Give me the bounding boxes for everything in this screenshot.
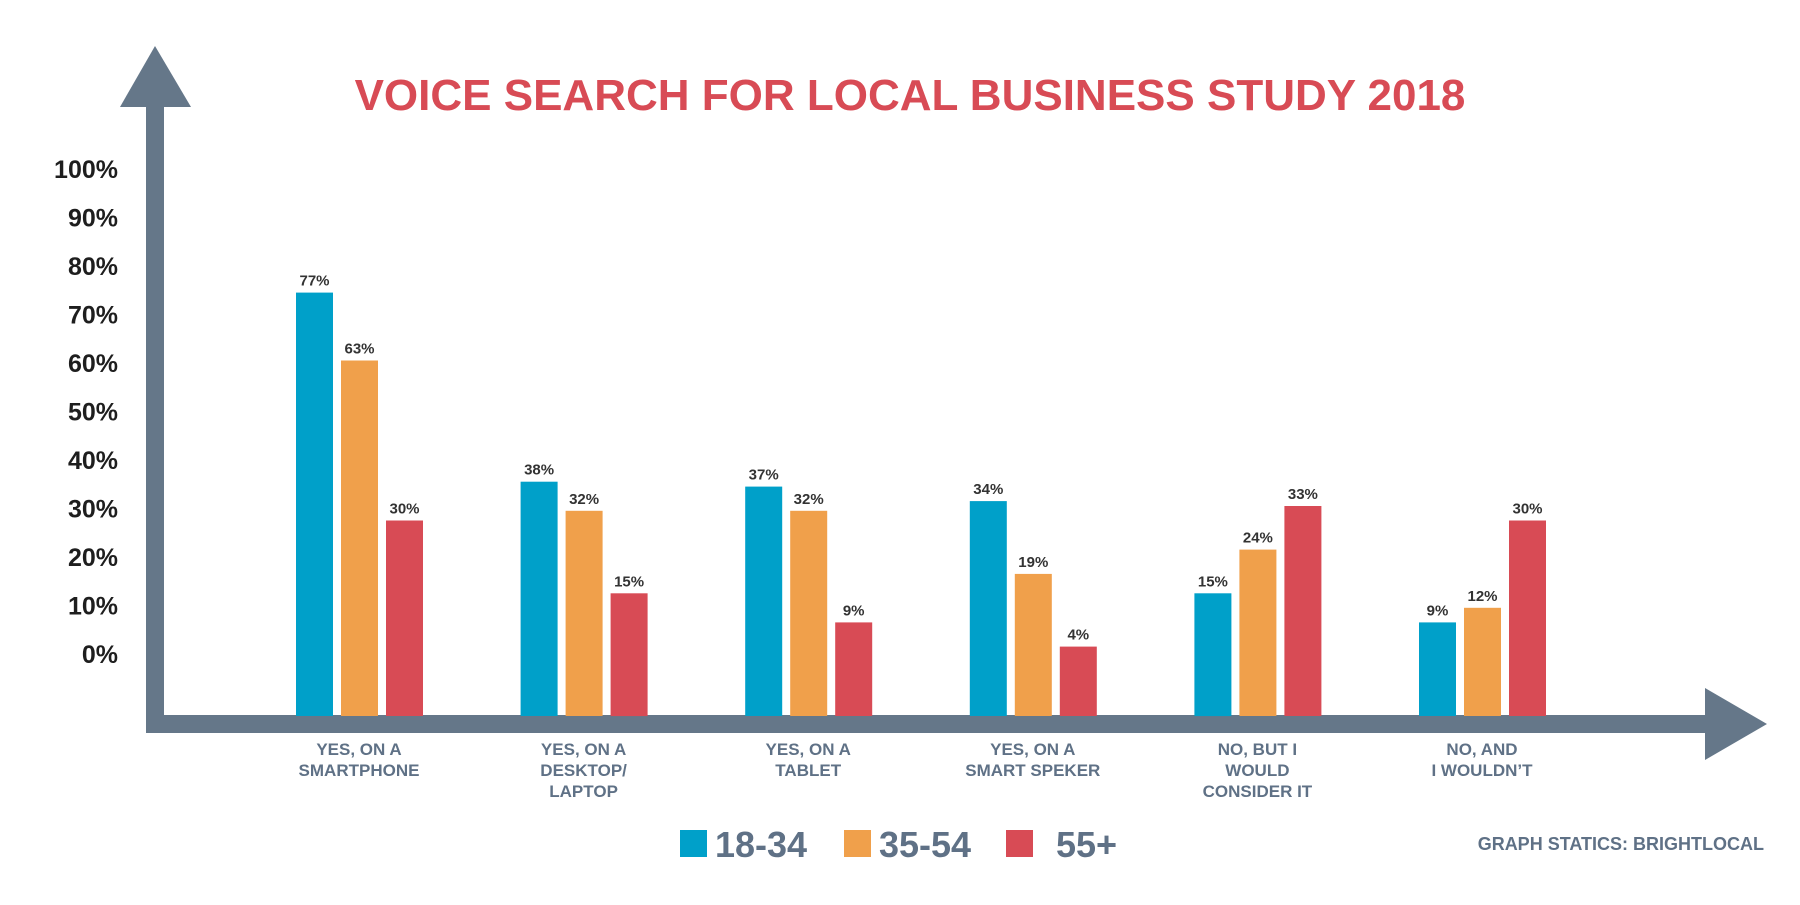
bar-value-label: 24%: [1243, 530, 1273, 547]
bar-value-label: 30%: [389, 501, 419, 518]
bar-value-label: 9%: [1427, 602, 1449, 619]
y-tick-label: 50%: [68, 399, 118, 427]
value-labels: 77% 38% 37% 34% 15% 9% 63% 32% 32% 19% 24% 12% 30% 15…: [299, 273, 1542, 644]
source-note: GRAPH STATICS: BRIGHTLOCAL: [1478, 834, 1764, 854]
bar-value-label: 12%: [1467, 588, 1497, 605]
bar-value-label: 30%: [1512, 501, 1542, 518]
x-axis-categories: YES, ON A SMARTPHONE YES, ON A DESKTOP/LAPT…: [299, 740, 1534, 801]
bar-35-54: [1239, 549, 1277, 716]
legend-item-35-54: 35-54: [844, 824, 971, 865]
legend-label: 18-34: [715, 824, 807, 865]
y-tick-label: 70%: [68, 302, 118, 330]
y-tick-label: 40%: [68, 447, 118, 475]
legend-label: 55+: [1056, 824, 1117, 865]
chart-title: VOICE SEARCH FOR LOCAL BUSINESS STUDY 20…: [355, 71, 1466, 120]
bar-value-label: 34%: [973, 481, 1003, 498]
bar-55+: [1059, 646, 1097, 716]
bar-55+: [1284, 506, 1322, 716]
y-tick-label: 10%: [68, 593, 118, 621]
bar-value-label: 9%: [843, 602, 865, 619]
bar-18-34: [520, 481, 558, 716]
category-label: NO, AND I WOULDN’T: [1431, 740, 1533, 780]
legend-swatch: [844, 830, 871, 857]
y-tick-label: 0%: [82, 641, 118, 669]
bar-55+: [835, 622, 873, 716]
y-tick-label: 60%: [68, 350, 118, 378]
bar-value-label: 37%: [749, 467, 779, 484]
legend-swatch: [680, 830, 707, 857]
bar-18-34: [1419, 622, 1456, 716]
bar-55+: [1509, 520, 1546, 716]
bar-18-34: [969, 501, 1007, 716]
bar-35-54: [565, 510, 603, 716]
category-label: NO, BUT I WOULD CONSIDER IT: [1203, 740, 1313, 801]
bar-value-label: 63%: [344, 341, 374, 358]
y-axis-arrow: [120, 46, 191, 107]
legend-item-18-34: 18-34: [680, 824, 807, 865]
y-axis-ticks: 100% 90% 80% 70% 60% 50% 40% 30% 20% 10% 0%: [54, 156, 118, 669]
bar-35-54: [341, 360, 378, 716]
bar-value-label: 32%: [794, 491, 824, 508]
category-label: YES, ON A DESKTOP/LAPTOP: [540, 740, 627, 801]
category-label: YES, ON A TABLET: [766, 740, 851, 780]
bar-18-34: [745, 486, 783, 716]
y-tick-label: 100%: [54, 156, 118, 184]
bar-55+: [610, 593, 648, 717]
category-label: YES, ON A SMART SPEKER: [965, 740, 1100, 780]
bar-value-label: 15%: [1198, 573, 1228, 590]
legend: 18-34 35-54 55+: [680, 824, 1117, 865]
x-axis-arrow: [1705, 688, 1767, 760]
y-tick-label: 90%: [68, 205, 118, 233]
bar-35-54: [1464, 607, 1501, 716]
y-tick-label: 20%: [68, 544, 118, 572]
bar-value-label: 4%: [1067, 627, 1089, 644]
legend-item-55+: 55+: [1006, 824, 1117, 865]
bar-value-label: 33%: [1288, 486, 1318, 503]
y-tick-label: 80%: [68, 253, 118, 281]
category-label: YES, ON A SMARTPHONE: [299, 740, 420, 780]
y-axis-line: [146, 100, 164, 732]
bar-value-label: 19%: [1018, 554, 1048, 571]
bar-value-label: 15%: [614, 573, 644, 590]
axes: [120, 46, 1767, 760]
bar-value-label: 32%: [569, 491, 599, 508]
bar-35-54: [1014, 573, 1052, 716]
x-axis-line: [146, 715, 1711, 733]
y-tick-label: 30%: [68, 496, 118, 524]
bar-35-54: [790, 510, 828, 716]
bar-18-34: [296, 292, 333, 716]
bar-value-label: 77%: [299, 273, 329, 290]
legend-label: 35-54: [879, 824, 971, 865]
bar-value-label: 38%: [524, 462, 554, 479]
legend-swatch: [1006, 830, 1033, 857]
bars: [296, 292, 1546, 717]
bar-18-34: [1194, 593, 1232, 717]
bar-55+: [386, 520, 423, 716]
